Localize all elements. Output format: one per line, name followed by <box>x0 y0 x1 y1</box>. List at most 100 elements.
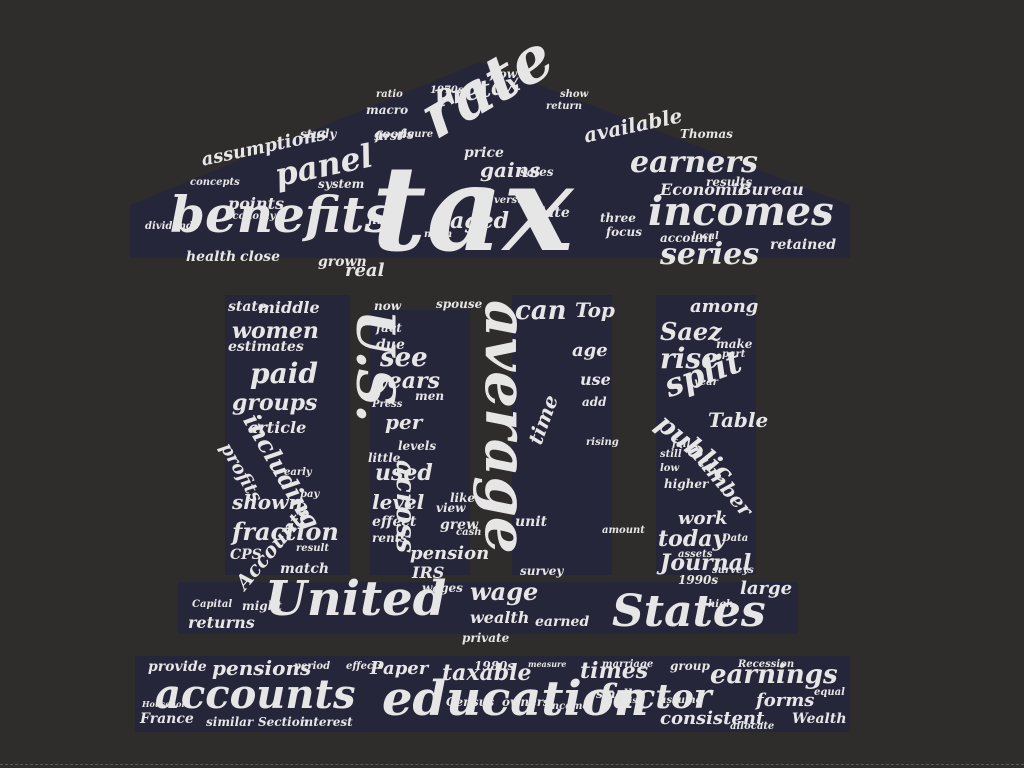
cloud-word: surveys <box>712 565 754 576</box>
cloud-word: main <box>424 229 453 240</box>
cloud-word: earners <box>630 145 758 180</box>
cloud-word: earned <box>535 614 590 630</box>
cloud-word: part <box>722 349 746 360</box>
cloud-word: basis <box>614 695 637 705</box>
cloud-word: Bureau <box>738 180 804 199</box>
cloud-word: results <box>706 175 753 189</box>
cloud-word: benefits <box>170 185 393 244</box>
cloud-word: private <box>462 631 510 645</box>
cloud-word: match <box>280 561 330 577</box>
pillar-middle <box>512 295 612 575</box>
cloud-word: cash <box>456 527 482 538</box>
cloud-word: CPS <box>230 547 262 563</box>
cloud-word: marriage <box>602 659 654 670</box>
cloud-word: estimates <box>228 339 304 355</box>
cloud-word: forms <box>756 690 815 711</box>
base-plinth <box>135 656 850 732</box>
cloud-word: use <box>580 370 611 389</box>
cloud-word: macro <box>366 103 409 117</box>
cloud-word: assets <box>678 549 713 560</box>
cloud-word: wage <box>470 577 539 606</box>
cloud-word: Section <box>258 715 309 729</box>
cloud-word: health <box>186 249 237 265</box>
cloud-word: show <box>560 89 589 100</box>
cloud-word: rents <box>372 531 407 545</box>
cloud-word: focus <box>606 225 642 239</box>
divider <box>0 764 1024 766</box>
cloud-word: middle <box>258 298 320 317</box>
cloud-word: wages <box>422 581 463 595</box>
cloud-word: spouse <box>436 297 483 311</box>
pillar-left <box>225 295 350 575</box>
cloud-word: 1980s <box>474 659 515 673</box>
cloud-word: pensions <box>212 656 312 680</box>
cloud-word: price <box>464 145 504 161</box>
cloud-word: taxable <box>442 660 532 686</box>
cloud-word: fact <box>376 321 402 335</box>
cloud-word: amount <box>602 525 645 536</box>
cloud-word: factor <box>598 677 712 717</box>
cloud-word: higher <box>664 477 709 491</box>
cloud-word: group <box>670 659 710 673</box>
cloud-word: Paper <box>370 658 429 679</box>
pillar-right <box>656 295 756 575</box>
cloud-word: dividends <box>145 221 199 232</box>
cloud-word: now <box>374 299 402 313</box>
cloud-word: make <box>716 337 753 351</box>
cloud-word: account <box>660 231 714 245</box>
cloud-word: see <box>380 343 428 373</box>
cloud-word: years <box>375 368 441 394</box>
cloud-word: Census <box>446 695 495 709</box>
cloud-word: gains <box>480 158 541 182</box>
cloud-word: tax <box>372 139 574 278</box>
cloud-word: pay <box>300 489 320 500</box>
cloud-word: pension <box>410 543 490 564</box>
cloud-word: equal <box>814 687 845 698</box>
cloud-word: fall <box>672 439 691 450</box>
cloud-word: Thomas <box>680 127 733 141</box>
cloud-word: 1970s <box>430 85 464 96</box>
cloud-word: flow <box>490 67 518 81</box>
cloud-word: Wealth <box>792 711 847 727</box>
cloud-word: effects <box>346 661 384 672</box>
cloud-word: wealth <box>470 608 530 627</box>
cloud-word: survey <box>520 564 564 578</box>
cloud-word: 1990s <box>678 573 719 587</box>
cloud-word: early <box>284 467 312 478</box>
roof <box>130 62 850 258</box>
cloud-word: income <box>548 701 589 712</box>
cloud-word: high <box>708 599 734 610</box>
cloud-word: level <box>372 490 425 514</box>
cloud-word: interest <box>300 715 353 729</box>
cloud-word: today <box>658 526 726 552</box>
cloud-word: women <box>232 318 319 344</box>
cloud-word: year <box>694 377 718 388</box>
cloud-word: rise <box>660 342 719 375</box>
cloud-word: system <box>318 177 365 191</box>
cloud-word: find <box>368 213 394 227</box>
cloud-word: age <box>572 340 608 361</box>
cloud-word: return <box>546 101 583 112</box>
cloud-word: consistent <box>660 708 765 729</box>
cloud-word: low <box>660 463 680 474</box>
cloud-word: States <box>612 586 766 637</box>
cloud-word: grew <box>440 517 479 533</box>
cloud-word: men <box>415 389 445 403</box>
cloud-word: can <box>515 296 567 326</box>
pillar-inner <box>370 310 470 575</box>
cloud-word: rising <box>586 437 619 448</box>
cloud-word: used <box>375 460 433 486</box>
cloud-word: paid <box>250 357 318 390</box>
base-step <box>178 582 798 634</box>
cloud-word: incomes <box>648 188 834 235</box>
cloud-word: measure <box>528 659 567 669</box>
cloud-word: Recession <box>738 659 795 670</box>
cloud-word: effect <box>372 514 417 530</box>
cloud-word: view <box>436 501 466 515</box>
cloud-word: owners <box>502 695 550 709</box>
cloud-word: small <box>596 687 633 701</box>
cloud-word: fraction <box>232 517 339 546</box>
cloud-word: assume <box>660 695 702 706</box>
